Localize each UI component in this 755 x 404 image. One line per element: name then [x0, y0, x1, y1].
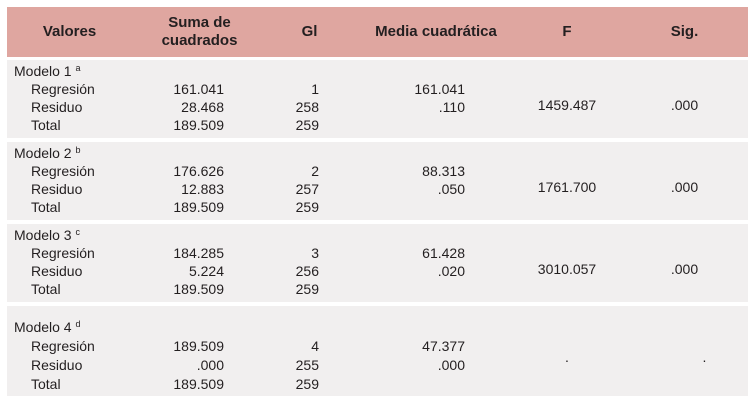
media-value: 161.041	[414, 81, 465, 97]
suma-value: 161.041	[173, 81, 224, 97]
table-header: Valores Suma de cuadrados Gl Media cuadr…	[7, 7, 748, 57]
anova-table: Valores Suma de cuadrados Gl Media cuadr…	[7, 7, 748, 396]
sig-value: .000	[670, 97, 699, 113]
model-block: Modelo 2 b Regresión Residuo Total 176.6…	[7, 142, 748, 220]
suma-value: 189.509	[173, 376, 224, 392]
row-name: Residuo	[31, 181, 83, 197]
f-value: .	[565, 349, 569, 365]
gl-value: 4	[311, 338, 319, 354]
gl-value: 257	[295, 181, 319, 197]
f-value: 3010.057	[537, 261, 597, 277]
row-name: Residuo	[31, 99, 83, 115]
row-name: Regresión	[31, 338, 95, 354]
model-block: Modelo 3 c Regresión Residuo Total 184.2…	[7, 224, 748, 302]
suma-value: 184.285	[173, 245, 224, 261]
suma-value: 189.509	[173, 199, 224, 215]
media-value: 47.377	[422, 338, 465, 354]
gl-value: 259	[295, 199, 319, 215]
model-label: Modelo 3 c	[14, 227, 80, 243]
model-block: Modelo 1 a Regresión Residuo Total 161.0…	[7, 60, 748, 138]
row-name: Regresión	[31, 81, 95, 97]
gl-value: 3	[311, 245, 319, 261]
model-label: Modelo 2 b	[14, 145, 81, 161]
gl-value: 259	[295, 281, 319, 297]
header-suma-de-cuadrados: Suma de cuadrados	[161, 14, 238, 49]
suma-value: 12.883	[181, 181, 224, 197]
suma-value: 189.509	[173, 281, 224, 297]
header-sig: Sig.	[670, 23, 699, 40]
suma-value: 189.509	[173, 117, 224, 133]
row-name: Total	[31, 117, 61, 133]
sig-value: .000	[670, 261, 699, 277]
suma-value: 5.224	[188, 263, 224, 279]
row-name: Total	[31, 376, 61, 392]
row-name: Residuo	[31, 357, 83, 373]
model-footnote: c	[75, 227, 80, 237]
model-label: Modelo 4 d	[14, 319, 81, 335]
media-value: 61.428	[422, 245, 465, 261]
gl-value: 256	[295, 263, 319, 279]
row-name: Total	[31, 199, 61, 215]
row-name: Regresión	[31, 163, 95, 179]
sig-value: .	[702, 349, 707, 365]
gl-value: 2	[311, 163, 319, 179]
header-valores: Valores	[42, 23, 97, 40]
header-f: F	[562, 23, 572, 40]
f-value: 1761.700	[537, 179, 597, 195]
row-name: Residuo	[31, 263, 83, 279]
f-value: 1459.487	[537, 97, 597, 113]
media-value: .020	[437, 263, 465, 279]
gl-value: 258	[295, 99, 319, 115]
gl-value: 259	[295, 117, 319, 133]
media-value: .110	[438, 99, 465, 115]
gl-value: 259	[295, 376, 319, 392]
model-footnote: d	[75, 319, 81, 329]
gl-value: 1	[311, 81, 319, 97]
row-name: Total	[31, 281, 61, 297]
model-footnote: b	[75, 145, 81, 155]
media-value: .000	[437, 357, 465, 373]
header-media-cuadratica: Media cuadrática	[375, 23, 497, 40]
header-gl: Gl	[301, 23, 318, 40]
model-footnote: a	[75, 63, 81, 73]
suma-value: .000	[196, 357, 224, 373]
model-block: Modelo 4 d Regresión Residuo Total 189.5…	[7, 306, 748, 396]
suma-value: 176.626	[173, 163, 224, 179]
media-value: 88.313	[422, 163, 465, 179]
sig-value: .000	[670, 179, 699, 195]
suma-value: 28.468	[181, 99, 224, 115]
media-value: .050	[437, 181, 465, 197]
gl-value: 255	[295, 357, 319, 373]
row-name: Regresión	[31, 245, 95, 261]
model-label: Modelo 1 a	[14, 63, 81, 79]
suma-value: 189.509	[173, 338, 224, 354]
